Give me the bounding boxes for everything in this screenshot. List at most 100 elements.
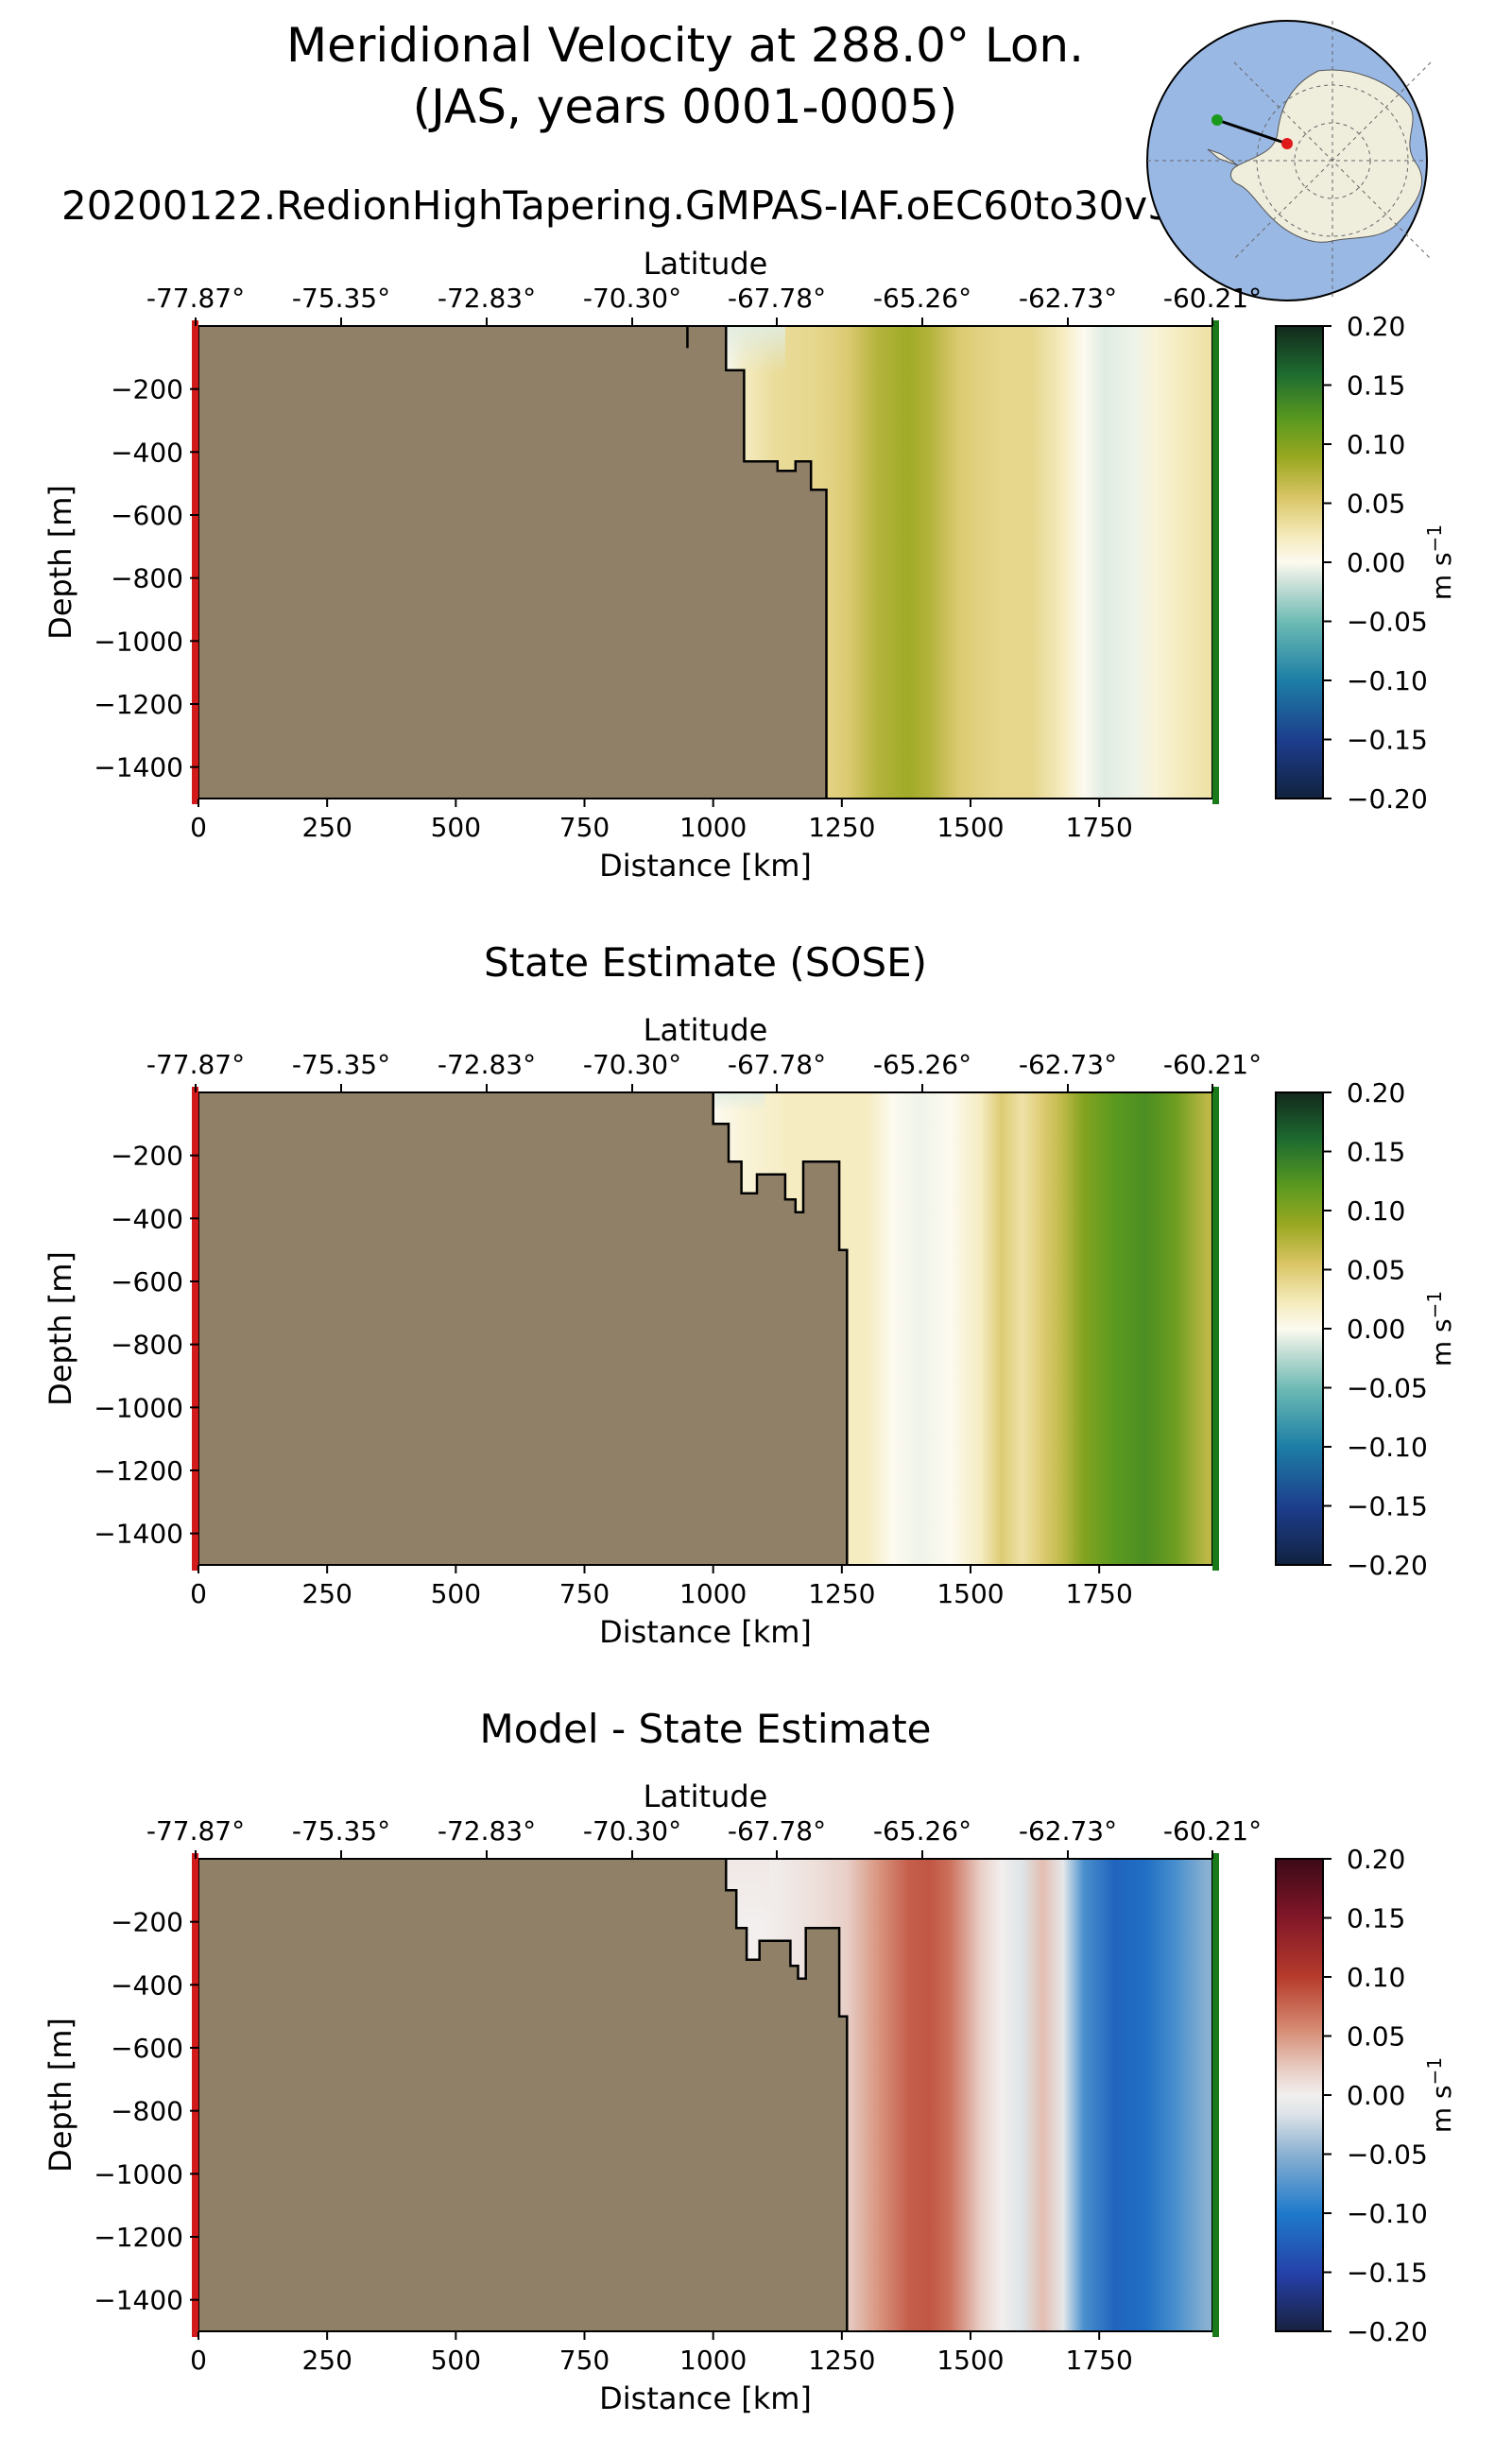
colorbar-tick-label: 0.20 xyxy=(1347,311,1405,342)
colorbar-tick-label: 0.05 xyxy=(1347,2021,1405,2053)
colorbar-tick-label: 0.00 xyxy=(1347,547,1405,578)
colorbar-tick-label: −0.15 xyxy=(1347,725,1428,756)
colorbar-tick-label: 0.15 xyxy=(1347,1903,1405,1934)
colorbar-tick-label: 0.15 xyxy=(1347,1137,1405,1168)
x-axis-label: Distance [km] xyxy=(599,2380,812,2416)
x-tick-label: 1750 xyxy=(1066,2345,1133,2376)
colorbar-tick-label: −0.10 xyxy=(1347,2198,1428,2229)
lat-tick-label: -62.73° xyxy=(1019,283,1117,314)
x-tick-label: 1000 xyxy=(679,2345,747,2376)
lat-tick-label: -72.83° xyxy=(438,283,536,314)
panel-difference: Model - State Estimate 0 250 500 750 1000 1250… xyxy=(43,1706,1457,2416)
y-tick-label: −1200 xyxy=(94,1455,183,1486)
x-tick-label: 250 xyxy=(301,1578,352,1609)
panel-sose: State Estimate (SOSE) 0 250 500 750 1000 1250 1… xyxy=(43,939,1457,1650)
bathymetry-land xyxy=(198,1859,848,2331)
y-tick-label: −400 xyxy=(111,437,183,468)
lat-tick-label: -75.35° xyxy=(292,283,390,314)
lat-tick-label: -67.78° xyxy=(728,1049,826,1080)
lat-tick-label: -67.78° xyxy=(728,283,826,314)
colorbar xyxy=(1275,325,1324,799)
lat-tick-label: -65.26° xyxy=(873,1049,971,1080)
x-tick-label: 250 xyxy=(301,812,352,843)
surface-anomaly xyxy=(713,1092,765,1111)
x-tick-label: 1500 xyxy=(936,2345,1004,2376)
colorbar xyxy=(1275,1858,1324,2332)
y-tick-label: −600 xyxy=(111,1266,183,1297)
x-tick-label: 1000 xyxy=(679,812,747,843)
x-tick-label: 1000 xyxy=(679,1578,747,1609)
y-tick-label: −400 xyxy=(111,1969,183,2001)
top-axis-label: Latitude xyxy=(644,1778,768,1814)
bathymetry-land xyxy=(198,1092,848,1565)
y-tick-label: −1200 xyxy=(94,2222,183,2253)
bathymetry-outline xyxy=(725,326,828,799)
x-tick-label: 750 xyxy=(559,2345,610,2376)
lat-tick-label: -60.21° xyxy=(1163,1815,1262,1847)
colorbar-label: m s−1 xyxy=(1423,2057,1457,2133)
colorbar-label: m s−1 xyxy=(1423,1291,1457,1366)
y-tick-label: −1000 xyxy=(94,1392,183,1423)
x-tick-label: 1250 xyxy=(808,1578,875,1609)
y-tick-label: −400 xyxy=(111,1203,183,1234)
colorbar-tick-label: 0.10 xyxy=(1347,1195,1405,1227)
colorbar-tick-label: 0.15 xyxy=(1347,370,1405,402)
x-tick-label: 1250 xyxy=(808,812,875,843)
colorbar-tick-label: −0.20 xyxy=(1347,783,1428,815)
colorbar-tick-label: −0.20 xyxy=(1347,2316,1428,2347)
lat-tick-label: -75.35° xyxy=(292,1815,390,1847)
x-tick-label: 1500 xyxy=(936,1578,1004,1609)
y-tick-label: −800 xyxy=(111,2096,183,2127)
lat-tick-label: -60.21° xyxy=(1163,1049,1262,1080)
colorbar-tick-label: −0.05 xyxy=(1347,2139,1428,2171)
lat-tick-label: -77.87° xyxy=(146,283,245,314)
panel-title: Model - State Estimate xyxy=(480,1706,932,1752)
lat-tick-label: -70.30° xyxy=(583,1815,681,1847)
x-tick-label: 1250 xyxy=(808,2345,875,2376)
lat-tick-label: -62.73° xyxy=(1019,1049,1117,1080)
lat-tick-label: -72.83° xyxy=(438,1815,536,1847)
colorbar xyxy=(1275,1091,1324,1566)
y-tick-label: −800 xyxy=(111,563,183,594)
x-axis-label: Distance [km] xyxy=(599,1614,812,1650)
x-tick-label: 1750 xyxy=(1066,812,1133,843)
x-tick-label: 250 xyxy=(301,2345,352,2376)
y-tick-label: −200 xyxy=(111,1141,183,1172)
bathymetry-land xyxy=(198,326,827,799)
colorbar-tick-label: −0.10 xyxy=(1347,1432,1428,1463)
lat-tick-label: -70.30° xyxy=(583,1049,681,1080)
lat-tick-label: -65.26° xyxy=(873,1815,971,1847)
lat-tick-label: -67.78° xyxy=(728,1815,826,1847)
y-tick-label: −200 xyxy=(111,1907,183,1938)
surface-anomaly xyxy=(726,326,785,373)
y-tick-label: −1400 xyxy=(94,752,183,783)
lat-tick-label: -62.73° xyxy=(1019,1815,1117,1847)
y-tick-label: −1200 xyxy=(94,689,183,720)
colorbar-label: m s−1 xyxy=(1423,524,1457,600)
transect-end-marker xyxy=(1212,320,1219,804)
y-axis-label: Depth [m] xyxy=(43,1251,78,1406)
y-tick-label: −1400 xyxy=(94,2285,183,2316)
location-map xyxy=(1146,20,1432,301)
top-axis-label: Latitude xyxy=(644,246,768,282)
transect-end-dot xyxy=(1281,138,1293,149)
x-axis-label: Distance [km] xyxy=(599,848,812,884)
colorbar-tick-label: 0.10 xyxy=(1347,1962,1405,1993)
y-tick-label: −1000 xyxy=(94,626,183,657)
lat-tick-label: -65.26° xyxy=(873,283,971,314)
top-axis-label: Latitude xyxy=(644,1012,768,1048)
transect-line xyxy=(1216,118,1288,146)
figure-title-line1: Meridional Velocity at 288.0° Lon. xyxy=(286,18,1084,73)
panel-title: State Estimate (SOSE) xyxy=(484,939,927,986)
colorbar-tick-label: −0.15 xyxy=(1347,1491,1428,1522)
figure-subtitle: 20200122.RedionHighTapering.GMPAS-IAF.oE… xyxy=(61,182,1173,229)
y-tick-label: −200 xyxy=(111,374,183,405)
bathymetry-outline xyxy=(725,1859,849,2331)
x-tick-label: 1500 xyxy=(936,812,1004,843)
y-tick-label: −600 xyxy=(111,2033,183,2064)
lat-tick-label: -75.35° xyxy=(292,1049,390,1080)
transect-start-marker xyxy=(192,1087,198,1571)
x-tick-label: 500 xyxy=(431,2345,481,2376)
lat-tick-label: -77.87° xyxy=(146,1815,245,1847)
